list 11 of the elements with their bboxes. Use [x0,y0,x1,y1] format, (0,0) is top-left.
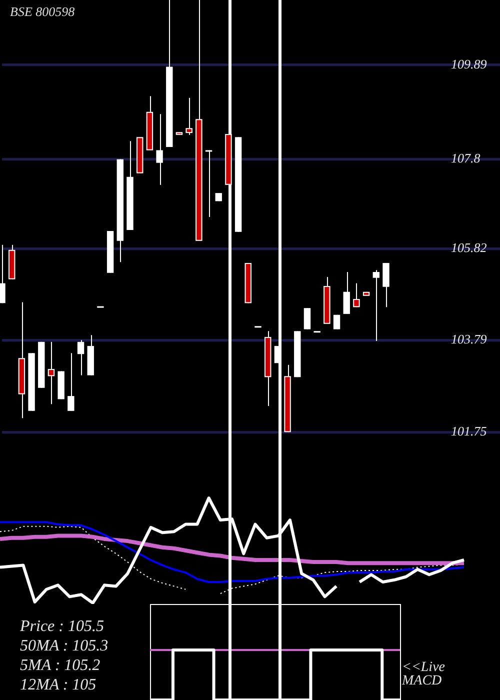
y-tick-label: 101.75 [451,424,488,439]
y-tick-label: 103.79 [451,332,488,347]
chart-title: BSE 800598 [10,4,76,19]
text: 5MA : 105.2 [20,657,100,674]
y-tick-label: 109.89 [451,56,488,72]
y-tick-label: 105.82 [451,240,488,255]
y-tick-label: 107.8 [451,150,481,166]
text: 50MA : 105.3 [20,638,108,654]
text: Price : 105.5 [19,618,104,635]
annotation: <<Live MACD [401,660,445,688]
text: 12MA : 105 [20,676,96,694]
